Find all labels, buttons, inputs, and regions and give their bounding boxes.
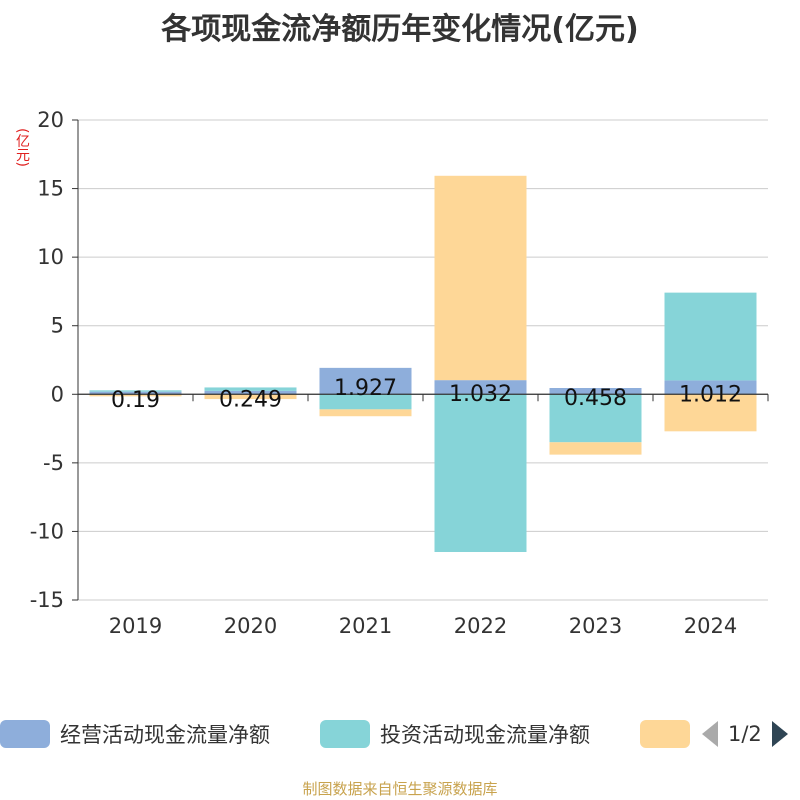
y-tick-label: 10 [37, 245, 64, 269]
legend-label-investing: 投资活动现金流量净额 [380, 723, 590, 747]
data-label-2021: 1.927 [334, 376, 397, 401]
legend-item-financing[interactable] [640, 714, 690, 754]
y-tick-label: -10 [30, 519, 64, 543]
bar-2024-series-2 [664, 394, 757, 432]
data-label-2019: 0.19 [111, 388, 160, 413]
footer-source: 制图数据来自恒生聚源数据库 [302, 780, 498, 798]
legend-next-icon[interactable] [770, 719, 790, 749]
bar-2024-series-0 [664, 380, 757, 395]
data-label-2023: 0.458 [564, 386, 627, 411]
bar-2023-series-2 [549, 442, 642, 455]
bar-2021-series-2 [319, 409, 412, 417]
y-tick-label: 15 [37, 177, 64, 201]
bar-2021-series-0 [319, 367, 412, 395]
legend-item-operating[interactable]: 经营活动现金流量净额 [0, 714, 270, 754]
legend-swatch-investing [320, 720, 370, 748]
chart-title: 各项现金流净额历年变化情况(亿元) [161, 12, 639, 47]
data-label-2020: 0.249 [219, 388, 282, 413]
bar-2020-series-0 [204, 390, 297, 395]
legend-item-investing[interactable]: 投资活动现金流量净额 [320, 714, 590, 754]
data-label-2024: 1.012 [679, 382, 742, 407]
legend-pager: 1/2 [700, 714, 790, 754]
bar-2022-series-1 [434, 394, 527, 552]
legend-prev-icon[interactable] [700, 719, 720, 749]
y-tick-label: 20 [37, 108, 64, 132]
x-tick-label: 2019 [109, 614, 162, 638]
bar-2022-series-2 [434, 175, 527, 381]
y-axis-unit: (亿元) [14, 128, 30, 167]
bar-2021-series-1 [319, 394, 412, 410]
y-tick-label: 5 [51, 314, 64, 338]
legend-label-operating: 经营活动现金流量净额 [60, 723, 270, 747]
bar-2020-series-1 [204, 387, 297, 391]
y-tick-label: -5 [43, 451, 64, 475]
x-tick-label: 2022 [454, 614, 507, 638]
bar-2019-series-0 [89, 391, 182, 395]
bar-2020-series-2 [204, 394, 297, 400]
bar-2022-series-0 [434, 380, 527, 395]
y-tick-label: 0 [51, 382, 64, 406]
y-tick-label: -15 [30, 588, 64, 612]
x-tick-label: 2021 [339, 614, 392, 638]
legend-page-indicator: 1/2 [728, 722, 762, 746]
bar-2019-series-2 [89, 394, 182, 397]
x-tick-label: 2020 [224, 614, 277, 638]
legend: 经营活动现金流量净额 投资活动现金流量净额 1/2 [0, 714, 800, 754]
bar-2023-series-1 [549, 394, 642, 443]
x-tick-label: 2023 [569, 614, 622, 638]
x-tick-label: 2024 [684, 614, 737, 638]
bar-chart: 20 15 10 5 0 -5 -10 -15 2019 2020 2021 2022 2023 2024… [30, 108, 769, 638]
data-label-2022: 1.032 [449, 382, 512, 407]
bar-2024-series-1 [664, 292, 757, 381]
legend-swatch-financing [640, 720, 690, 748]
bar-2019-series-1 [89, 390, 182, 392]
bar-2023-series-0 [549, 388, 642, 395]
legend-swatch-operating [0, 720, 50, 748]
